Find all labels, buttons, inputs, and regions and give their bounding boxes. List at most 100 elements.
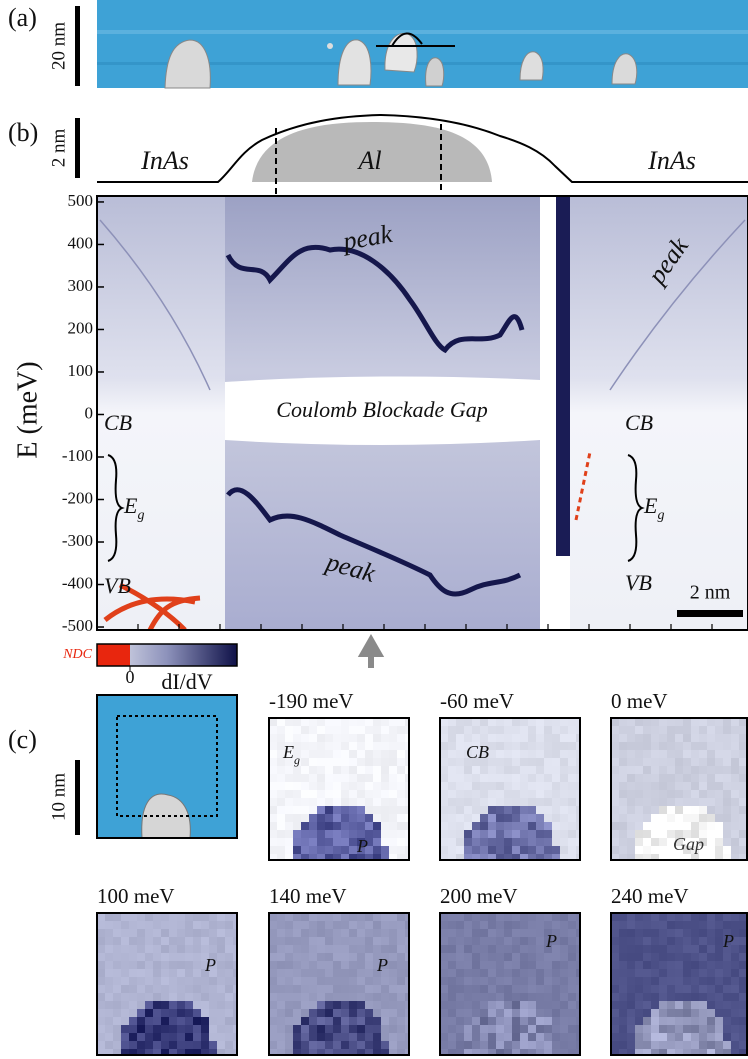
map-pixel	[691, 1001, 699, 1009]
map-pixel	[715, 854, 723, 860]
map-pixel	[405, 1017, 409, 1025]
map-pixel	[113, 913, 121, 921]
map-pixel	[560, 953, 568, 961]
map-pixel	[496, 822, 504, 830]
map-pixel	[225, 937, 233, 945]
map-pixel	[309, 726, 317, 734]
map-pixel	[209, 913, 217, 921]
map-pixel	[560, 806, 568, 814]
map-pixel	[576, 734, 580, 742]
map-pixel	[699, 969, 707, 977]
map-pixel	[504, 782, 512, 790]
map-pixel	[488, 734, 496, 742]
map-pixel	[643, 1001, 651, 1009]
map-pixel	[349, 1001, 357, 1009]
map-pixel	[381, 1025, 389, 1033]
map-pixel	[723, 961, 731, 969]
map-pixel	[528, 718, 536, 726]
map-pixel	[365, 1049, 373, 1055]
map-pixel	[233, 1041, 237, 1049]
map-pixel	[472, 1041, 480, 1049]
map-pixel	[341, 830, 349, 838]
map-pixel	[667, 806, 675, 814]
map-pixel	[325, 945, 333, 953]
map-pixel	[373, 830, 381, 838]
map-pixel	[683, 782, 691, 790]
map-pixel	[504, 913, 512, 921]
map-pixel	[405, 1009, 409, 1017]
map-pixel	[520, 718, 528, 726]
map-pixel	[472, 758, 480, 766]
map-pixel	[667, 814, 675, 822]
map-pixel	[568, 1009, 576, 1017]
map-energy-label: 200 meV	[440, 884, 518, 908]
map-pixel	[285, 774, 293, 782]
map-pixel	[405, 937, 409, 945]
map-pixel	[723, 806, 731, 814]
map-pixel	[269, 750, 277, 758]
map-pixel	[691, 1025, 699, 1033]
profile-label: InAs	[140, 146, 189, 175]
map-pixel	[397, 814, 405, 822]
map-pixel	[699, 961, 707, 969]
map-pixel	[349, 945, 357, 953]
map-pixel	[536, 846, 544, 854]
map-pixel	[341, 750, 349, 758]
map-pixel	[731, 1049, 739, 1055]
map-pixel	[397, 790, 405, 798]
map-pixel	[496, 782, 504, 790]
map-pixel	[739, 806, 747, 814]
map-pixel	[707, 913, 715, 921]
map-pixel	[341, 766, 349, 774]
map-pixel	[576, 913, 580, 921]
map-pixel	[739, 1025, 747, 1033]
map-pixel	[667, 750, 675, 758]
map-pixel	[739, 830, 747, 838]
map-pixel	[285, 929, 293, 937]
map-pixel	[723, 1033, 731, 1041]
map-pixel	[667, 798, 675, 806]
map-pixel	[209, 929, 217, 937]
map-pixel	[544, 977, 552, 985]
map-pixel	[381, 985, 389, 993]
map-pixel	[536, 1017, 544, 1025]
map-pixel	[739, 1017, 747, 1025]
map-pixel	[185, 1001, 193, 1009]
map-pixel	[643, 766, 651, 774]
map-pixel	[341, 726, 349, 734]
map-pixel	[97, 1009, 105, 1017]
map-pixel	[233, 969, 237, 977]
map-pixel	[691, 1041, 699, 1049]
map-pixel	[341, 806, 349, 814]
map-pixel	[731, 854, 739, 860]
map-pixel	[269, 790, 277, 798]
map-pixel	[691, 985, 699, 993]
map-pixel	[544, 937, 552, 945]
map-pixel	[552, 774, 560, 782]
map-pixel	[675, 766, 683, 774]
map-pixel	[488, 1025, 496, 1033]
map-pixel	[113, 1049, 121, 1055]
map-pixel	[317, 1049, 325, 1055]
map-pixel	[739, 854, 747, 860]
map-pixel	[397, 718, 405, 726]
map-pixel	[611, 969, 619, 977]
map-pixel	[169, 937, 177, 945]
map-pixel	[269, 774, 277, 782]
map-pixel	[357, 798, 365, 806]
map-pixel	[177, 961, 185, 969]
map-pixel	[325, 961, 333, 969]
map-frame	[610, 717, 748, 861]
map-pixel	[269, 854, 277, 860]
map-pixel	[691, 774, 699, 782]
map-pixel	[611, 798, 619, 806]
map-pixel	[397, 798, 405, 806]
map-pixel	[440, 913, 448, 921]
map-pixel	[129, 993, 137, 1001]
map-pixel	[440, 790, 448, 798]
map-pixel	[715, 1049, 723, 1055]
map-pixel	[552, 961, 560, 969]
map-pixel	[472, 854, 480, 860]
map-pixel	[373, 734, 381, 742]
map-pixel	[544, 929, 552, 937]
